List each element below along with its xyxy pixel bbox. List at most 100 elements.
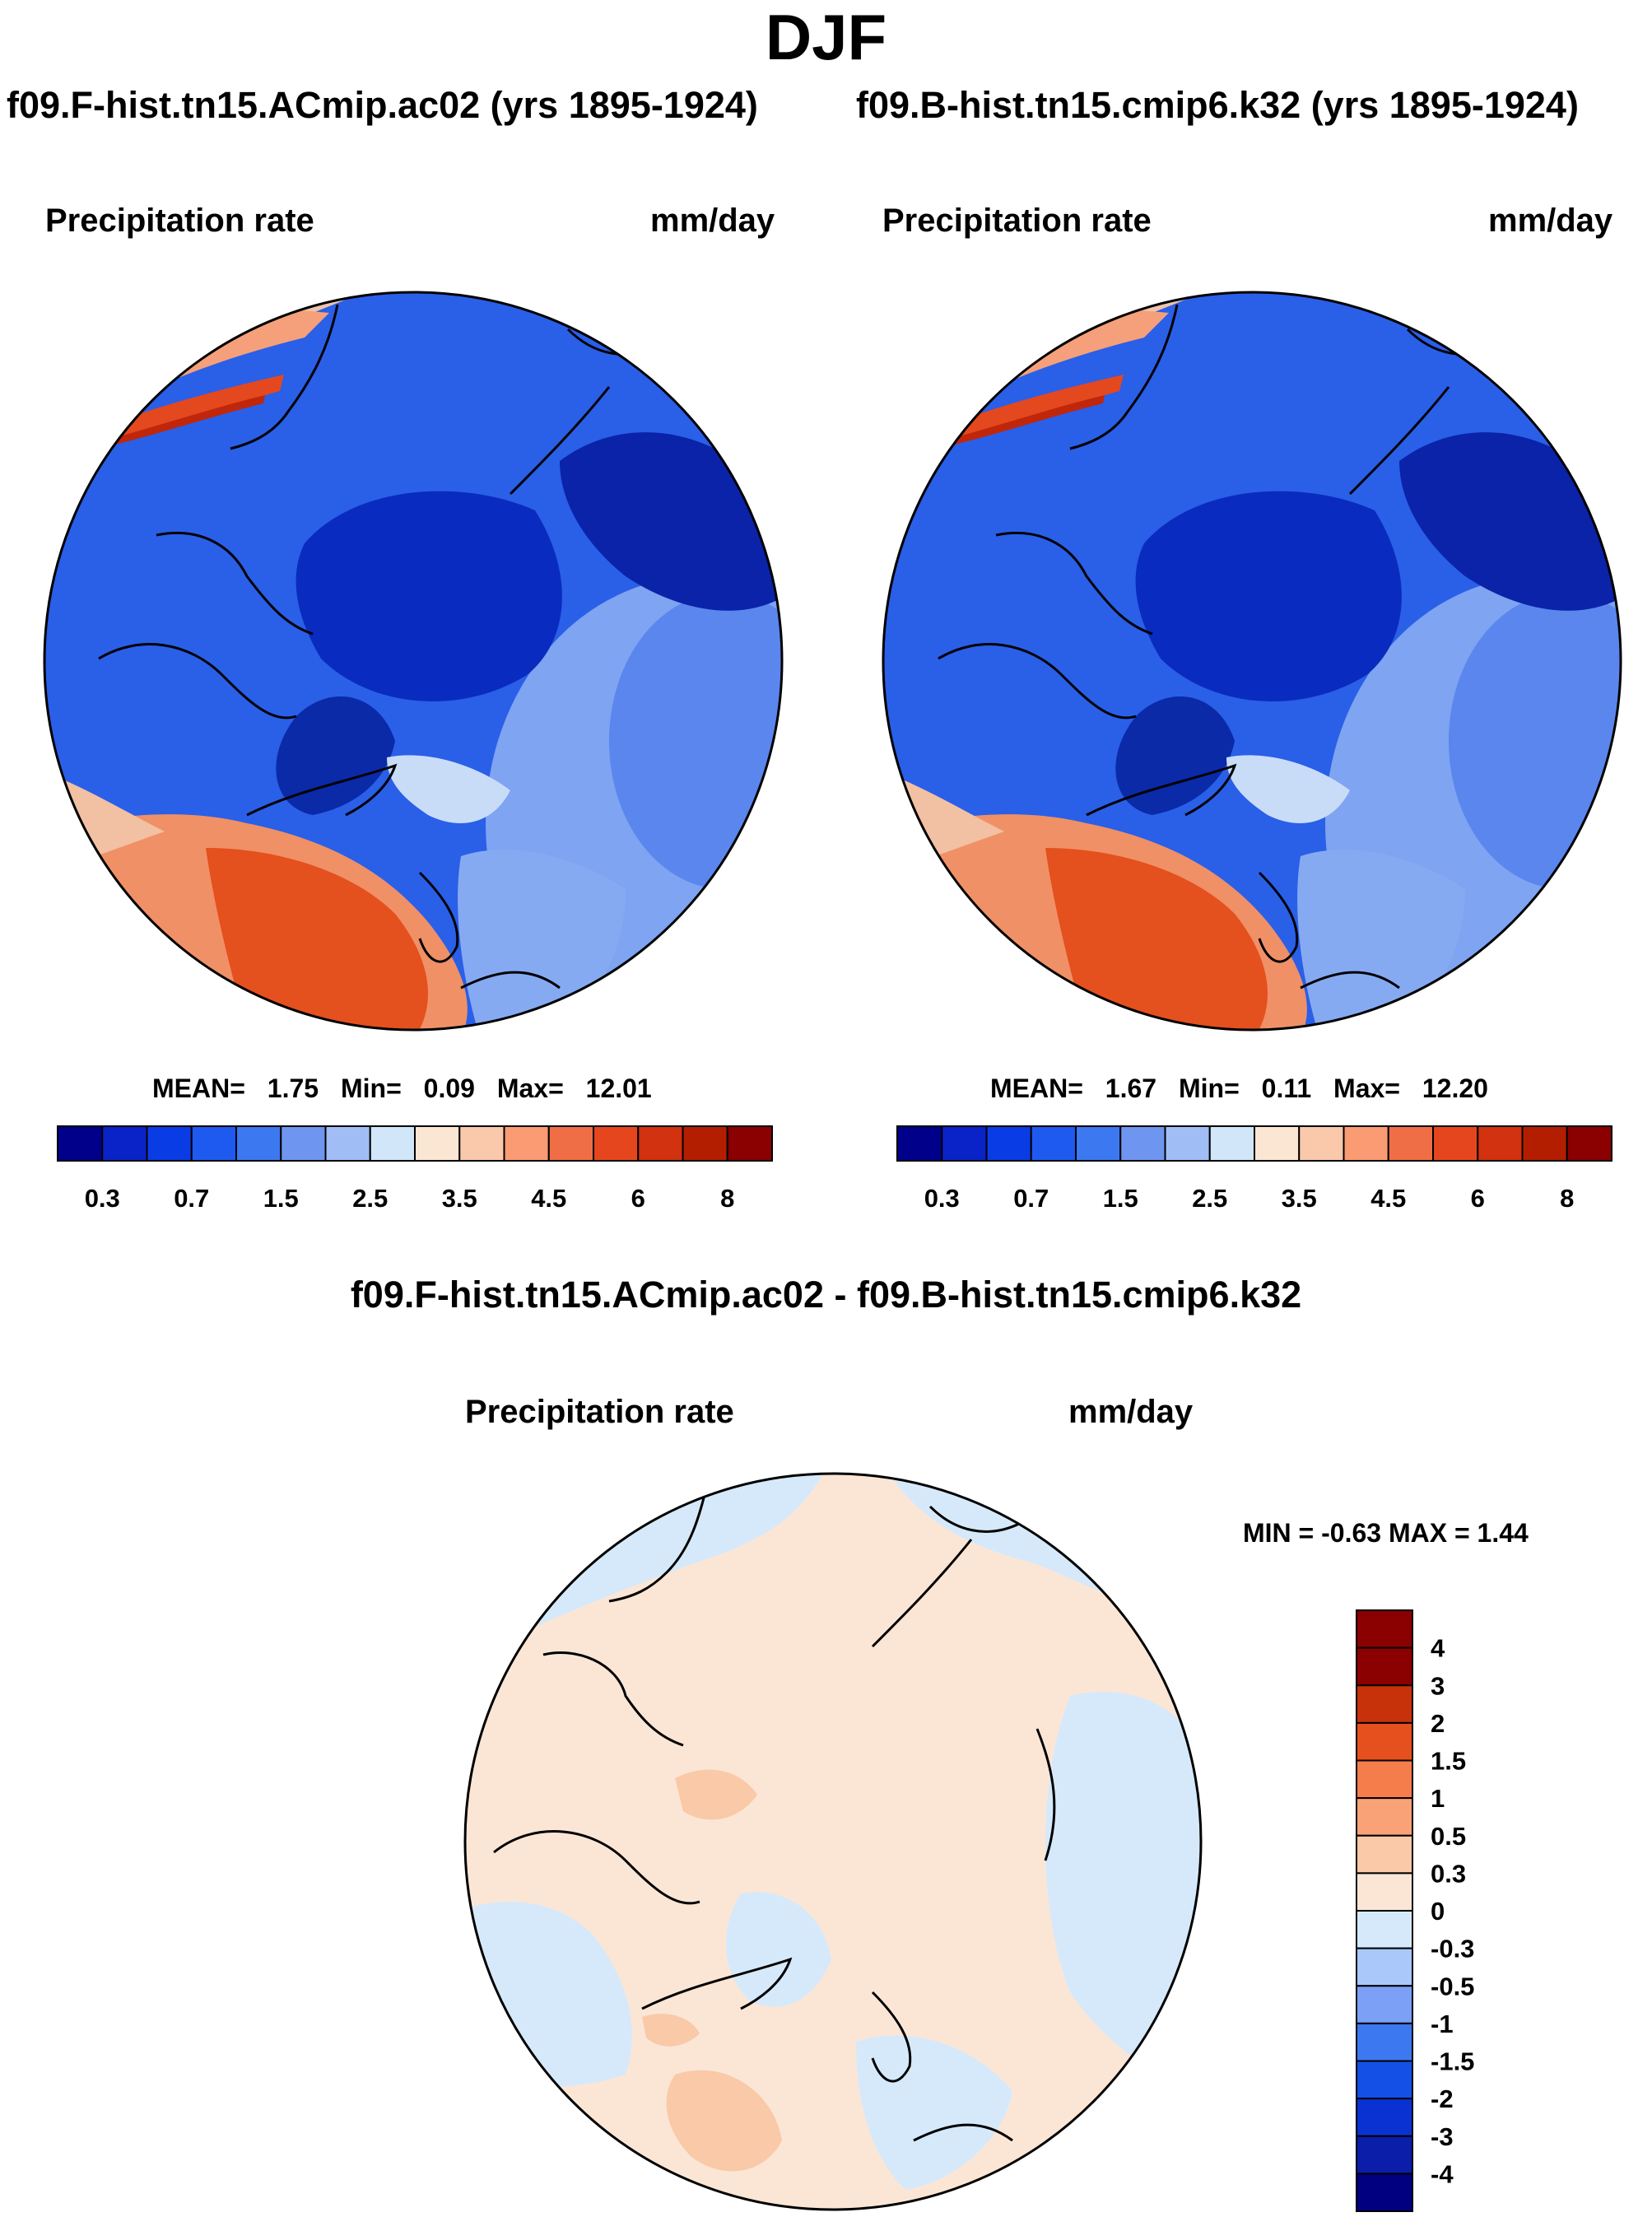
difference-colorbar-swatch [1356, 1985, 1413, 2024]
difference-colorbar-tick-label: 0 [1431, 1897, 1445, 1926]
panel2-colorbar-tick-label: 1.5 [1103, 1184, 1138, 1213]
panel2-colorbar-tick-label: 0.3 [924, 1184, 960, 1213]
panel2-colorbar-swatch [1566, 1125, 1612, 1162]
panel1-precip-map [43, 291, 784, 1032]
difference-variable: Precipitation rate [465, 1394, 734, 1430]
panel2-max-label: Max= [1333, 1074, 1400, 1103]
panel1-colorbar-swatch [57, 1125, 104, 1162]
difference-colorbar-swatch [1356, 1797, 1413, 1837]
difference-colorbar-swatch [1356, 1834, 1413, 1875]
difference-colorbar-tick-label: -4 [1431, 2159, 1454, 2188]
panel2-colorbar-tick-label: 3.5 [1282, 1184, 1317, 1213]
panel1-case-title: f09.F-hist.tn15.ACmip.ac02 (yrs 1895-192… [7, 84, 758, 126]
difference-colorbar-swatch [1356, 1759, 1413, 1800]
difference-map [463, 1472, 1203, 2211]
panel2-colorbar-swatch [941, 1125, 988, 1162]
panel1-colorbar-tick-label: 1.5 [263, 1184, 299, 1213]
panel1-colorbar-swatch [414, 1125, 461, 1162]
difference-colorbar-swatch [1356, 2173, 1413, 2212]
panel1-variable: Precipitation rate [45, 203, 314, 239]
panel1-mean-label: MEAN= [152, 1074, 245, 1103]
difference-colorbar-swatch [1356, 2135, 1413, 2175]
panel1-colorbar-tick-label: 3.5 [442, 1184, 477, 1213]
panel2-colorbar-swatch [985, 1125, 1032, 1162]
panel1-colorbar-swatch [458, 1125, 505, 1162]
panel1-stats: MEAN= 1.75 Min= 0.09 Max= 12.01 [152, 1075, 652, 1102]
panel2-colorbar-tick-label: 2.5 [1192, 1184, 1227, 1213]
panel1-colorbar-swatch [146, 1125, 193, 1162]
panel2-precip-map [882, 291, 1622, 1032]
panel2-colorbar-swatch [1477, 1125, 1524, 1162]
panel1-colorbar-swatch [280, 1125, 327, 1162]
panel1-colorbar-swatch [101, 1125, 148, 1162]
panel2-stats: MEAN= 1.67 Min= 0.11 Max= 12.20 [990, 1075, 1488, 1102]
panel2-colorbar-tick-label: 0.7 [1013, 1184, 1049, 1213]
panel1-colorbar-tick-label: 8 [720, 1184, 734, 1213]
panel1-colorbar-tick-label: 2.5 [352, 1184, 388, 1213]
difference-colorbar-swatch [1356, 1947, 1413, 1987]
difference-minmax: MIN = -0.63 MAX = 1.44 [1243, 1518, 1529, 1548]
panel2-max-value: 12.20 [1422, 1074, 1488, 1103]
difference-colorbar-swatch [1356, 1646, 1413, 1687]
panel1-colorbar-swatch [682, 1125, 728, 1162]
panel2-colorbar: 0.3 0.7 1.5 2.5 3.5 4.5 6 8 [896, 1125, 1612, 1213]
difference-title: f09.F-hist.tn15.ACmip.ac02 - f09.B-hist.… [350, 1274, 1302, 1316]
panel1-colorbar-swatch [593, 1125, 640, 1162]
panel2-colorbar-swatch [1521, 1125, 1568, 1162]
panel1-colorbar-tick-label: 0.7 [174, 1184, 209, 1213]
panel1-colorbar-swatch [637, 1125, 684, 1162]
panel2-colorbar-swatch [1343, 1125, 1389, 1162]
panel1-colorbar-swatch [547, 1125, 594, 1162]
panel1-mean-value: 1.75 [267, 1074, 319, 1103]
difference-colorbar-swatch [1356, 1609, 1413, 1649]
difference-colorbar-tick-label: 4 [1431, 1634, 1445, 1663]
difference-colorbar-swatch [1356, 1910, 1413, 1949]
panel1-colorbar: 0.3 0.7 1.5 2.5 3.5 4.5 6 8 [57, 1125, 773, 1213]
panel1-max-label: Max= [496, 1074, 564, 1103]
difference-colorbar-swatch [1356, 2022, 1413, 2062]
panel1-units: mm/day [650, 203, 775, 239]
panel2-mean-label: MEAN= [990, 1074, 1083, 1103]
panel2-colorbar-swatch [1030, 1125, 1077, 1162]
panel1-colorbar-swatch [369, 1125, 416, 1162]
panel1-min-value: 0.09 [423, 1074, 475, 1103]
difference-colorbar-tick-label: 3 [1431, 1671, 1445, 1700]
panel1-colorbar-tick-label: 6 [631, 1184, 645, 1213]
difference-colorbar-swatch [1356, 1684, 1413, 1724]
difference-colorbar-tick-label: -3 [1431, 2122, 1454, 2151]
panel1-colorbar-swatch [726, 1125, 773, 1162]
difference-colorbar-tick-label: 1.5 [1431, 1747, 1466, 1776]
panel2-colorbar-swatch [1208, 1125, 1255, 1162]
difference-colorbar-swatch [1356, 2060, 1413, 2100]
panel1-colorbar-swatch [190, 1125, 237, 1162]
panel2-min-value: 0.11 [1261, 1074, 1312, 1103]
panel1-colorbar-tick-label: 0.3 [85, 1184, 120, 1213]
difference-colorbar-tick-label: -0.3 [1431, 1935, 1474, 1963]
panel2-colorbar-swatch [1298, 1125, 1345, 1162]
panel2-min-label: Min= [1178, 1074, 1240, 1103]
difference-colorbar-tick-label: 2 [1431, 1709, 1445, 1738]
panel1-colorbar-swatch [324, 1125, 371, 1162]
panel2-mean-value: 1.67 [1105, 1074, 1157, 1103]
panel1-colorbar-swatch [235, 1125, 282, 1162]
panel1-colorbar-tick-label: 4.5 [531, 1184, 566, 1213]
difference-units: mm/day [1068, 1394, 1194, 1430]
panel2-colorbar-tick-label: 6 [1471, 1184, 1485, 1213]
panel2-colorbar-swatch [1075, 1125, 1122, 1162]
panel2-colorbar-swatch [1432, 1125, 1479, 1162]
panel2-units: mm/day [1488, 203, 1613, 239]
difference-colorbar-tick-label: 0.5 [1431, 1822, 1466, 1851]
main-title: DJF [765, 1, 887, 73]
panel2-colorbar-swatch [896, 1125, 943, 1162]
difference-colorbar-tick-label: -0.5 [1431, 1972, 1474, 2000]
panel2-colorbar-swatch [1387, 1125, 1434, 1162]
difference-colorbar-tick-label: -1 [1431, 2010, 1454, 2038]
difference-colorbar-tick-label: -1.5 [1431, 2047, 1474, 2076]
panel2-colorbar-swatch [1119, 1125, 1166, 1162]
panel2-variable: Precipitation rate [882, 203, 1152, 239]
panel1-min-label: Min= [340, 1074, 402, 1103]
panel2-colorbar-tick-label: 4.5 [1370, 1184, 1406, 1213]
difference-colorbar-tick-label: 0.3 [1431, 1859, 1466, 1888]
difference-colorbar-swatch [1356, 1721, 1413, 1762]
